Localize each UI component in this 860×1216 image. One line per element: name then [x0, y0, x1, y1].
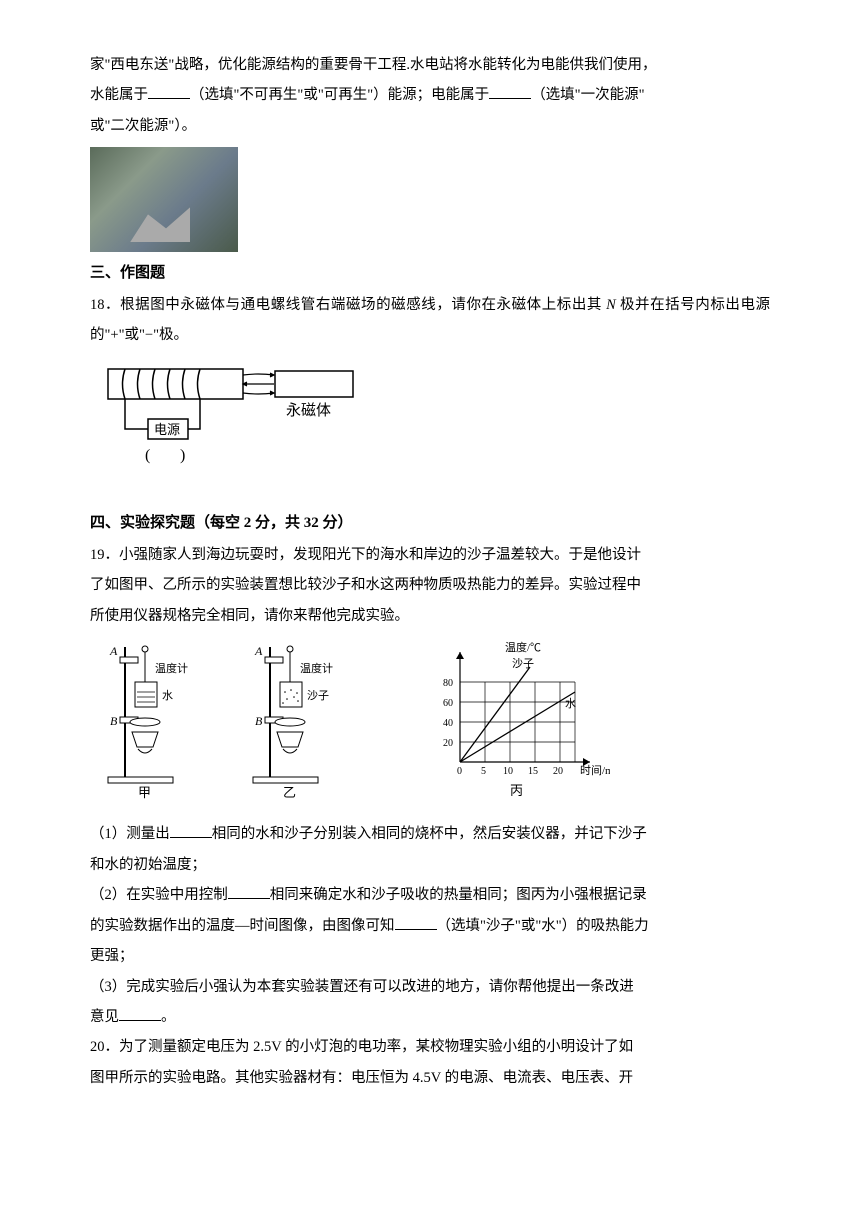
svg-text:20: 20 — [443, 738, 453, 749]
diagram-18-solenoid: 永磁体 电源 ( ) — [90, 357, 370, 487]
q19-sub3-c: 。 — [161, 1009, 176, 1025]
blank-5 — [395, 915, 437, 930]
svg-text:丙: 丙 — [510, 783, 523, 798]
q19-intro-a: 19．小强随家人到海边玩耍时，发现阳光下的海水和岸边的沙子温差较大。于是他设计 — [90, 540, 770, 570]
svg-text:永磁体: 永磁体 — [286, 402, 331, 419]
q19-sub2-e: 更强； — [90, 941, 770, 971]
section4-heading: 四、实验探究题（每空 2 分，共 32 分） — [90, 508, 770, 540]
svg-text:A: A — [254, 644, 263, 658]
q19-num: 19． — [90, 547, 119, 563]
svg-text:沙子: 沙子 — [307, 689, 329, 702]
q19-sub3-b: 意见 — [90, 1009, 119, 1025]
q19-sub2: （2）在实验中用控制 相同来确定水和沙子吸收的热量相同；图丙为小强根据记录 — [90, 880, 770, 910]
q19-sub1-c: 和水的初始温度； — [90, 850, 770, 880]
setup-jia: A B 温度计 水 甲 — [108, 644, 188, 800]
svg-text:甲: 甲 — [138, 785, 151, 800]
q17-line1: 家"西电东送"战略，优化能源结构的重要骨干工程.水电站将水能转化为电能供我们使用… — [90, 50, 770, 80]
chart-bing: 温度/℃ 20 40 60 80 0 5 10 15 20 时间/min 沙子 水 丙 — [443, 640, 610, 798]
q18-text: 18．根据图中永磁体与通电螺线管右端磁场的磁感线，请你在永磁体上标出其 N 极并… — [90, 290, 770, 351]
section3-heading: 三、作图题 — [90, 258, 770, 290]
svg-text:温度/℃: 温度/℃ — [505, 640, 541, 654]
q19-sub1-a: （1）测量出 — [90, 826, 170, 842]
q17-line2: 水能属于 （选填"不可再生"或"可再生"）能源；电能属于 （选填"一次能源" — [90, 80, 770, 110]
svg-text:10: 10 — [503, 766, 513, 777]
q19-sub2-d: （选填"沙子"或"水"）的吸热能力 — [437, 918, 649, 934]
q19-sub2-c: 的实验数据作出的温度—时间图像，由图像可知 — [90, 918, 395, 934]
svg-text:40: 40 — [443, 718, 453, 729]
svg-text:0: 0 — [457, 766, 462, 777]
svg-text:温度计: 温度计 — [155, 661, 188, 675]
q17-line2-a: 水能属于 — [90, 87, 148, 103]
q19-intro-b: 了如图甲、乙所示的实验装置想比较沙子和水这两种物质吸热能力的差异。实验过程中 — [90, 570, 770, 600]
q20-line1: 20．为了测量额定电压为 2.5V 的小灯泡的电功率，某校物理实验小组的小明设计… — [90, 1032, 770, 1062]
q17-line2-b: （选填"不可再生"或"可再生"）能源；电能属于 — [190, 87, 489, 103]
q17-line2-c: （选填"一次能源" — [531, 87, 644, 103]
q20-text-a: 为了测量额定电压为 2.5V 的小灯泡的电功率，某校物理实验小组的小明设计了如 — [119, 1039, 633, 1055]
svg-text:B: B — [255, 714, 263, 728]
q18-text-a: 根据图中永磁体与通电螺线管右端磁场的磁感线，请你在永磁体上标出其 — [120, 297, 606, 313]
blank-6 — [119, 1007, 161, 1022]
q18-num: 18． — [90, 297, 120, 313]
q19-sub1-b: 相同的水和沙子分别装入相同的烧杯中，然后安装仪器，并记下沙子 — [212, 826, 647, 842]
q19-sub2-a: （2）在实验中用控制 — [90, 887, 228, 903]
q19-sub2-b: 相同来确定水和沙子吸收的热量相同；图丙为小强根据记录 — [270, 887, 647, 903]
svg-text:B: B — [110, 714, 118, 728]
svg-text:20: 20 — [553, 766, 563, 777]
hydro-dam-photo — [90, 147, 238, 252]
svg-text:60: 60 — [443, 698, 453, 709]
q20-line2: 图甲所示的实验电路。其他实验器材有：电压恒为 4.5V 的电源、电流表、电压表、… — [90, 1063, 770, 1093]
q18-n-italic: N — [606, 297, 616, 313]
q19-intro-c: 所使用仪器规格完全相同，请你来帮他完成实验。 — [90, 601, 770, 631]
q19-sub3-line2: 意见 。 — [90, 1002, 770, 1032]
svg-text:温度计: 温度计 — [300, 661, 333, 675]
svg-text:沙子: 沙子 — [512, 657, 534, 670]
blank-4 — [228, 885, 270, 900]
svg-text:电源: 电源 — [154, 422, 180, 437]
diagram-19-experiment: A B 温度计 水 甲 A B 温度计 沙子 乙 温度/℃ — [90, 637, 610, 802]
svg-text:(: ( — [145, 447, 150, 464]
q19-intro-a-text: 小强随家人到海边玩耍时，发现阳光下的海水和岸边的沙子温差较大。于是他设计 — [119, 547, 641, 563]
svg-text:水: 水 — [565, 697, 576, 710]
q19-sub2-line2: 的实验数据作出的温度—时间图像，由图像可知 （选填"沙子"或"水"）的吸热能力 — [90, 911, 770, 941]
blank-3 — [170, 824, 212, 839]
q19-sub3-a: （3）完成实验后小强认为本套实验装置还有可以改进的地方，请你帮他提出一条改进 — [90, 972, 770, 1002]
q17-line3: 或"二次能源"）。 — [90, 111, 770, 141]
svg-text:5: 5 — [481, 766, 486, 777]
q20-num: 20． — [90, 1039, 119, 1055]
blank-2 — [489, 85, 531, 100]
svg-text:80: 80 — [443, 678, 453, 689]
svg-text:乙: 乙 — [283, 785, 296, 800]
svg-text:A: A — [109, 644, 118, 658]
svg-text:15: 15 — [528, 766, 538, 777]
setup-yi: A B 温度计 沙子 乙 — [253, 644, 333, 800]
blank-1 — [148, 85, 190, 100]
svg-text:水: 水 — [162, 689, 173, 702]
q19-sub1: （1）测量出 相同的水和沙子分别装入相同的烧杯中，然后安装仪器，并记下沙子 — [90, 819, 770, 849]
svg-text:): ) — [180, 447, 185, 464]
svg-text:时间/min: 时间/min — [580, 764, 610, 777]
